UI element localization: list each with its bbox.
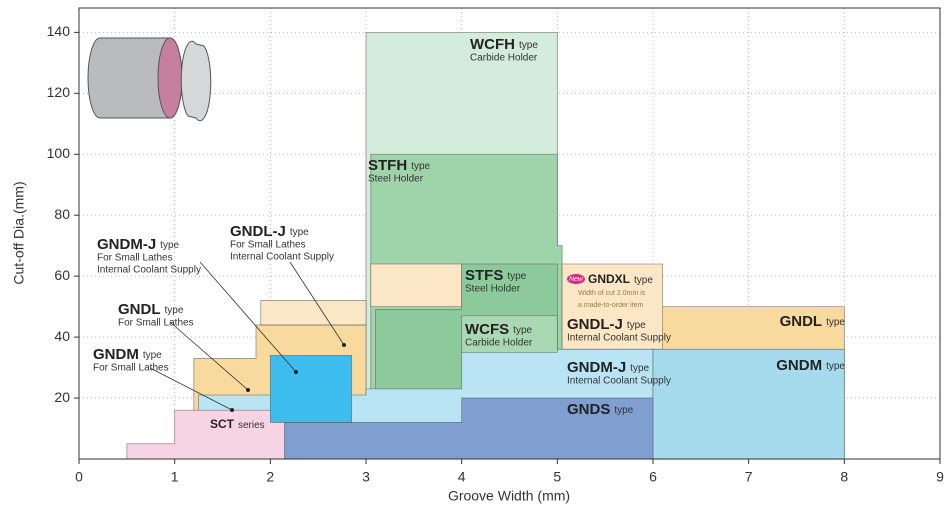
- cutoff-icon: [87, 37, 212, 122]
- label-note: Carbide Holder: [465, 338, 533, 349]
- x-tick-label: 4: [458, 469, 466, 485]
- leader-dot: [294, 370, 298, 374]
- y-tick-label: 80: [54, 206, 70, 222]
- leader-line: [199, 261, 297, 373]
- label-name: GNDL: [780, 313, 823, 330]
- region-label: SCT series: [210, 417, 265, 431]
- label-note: a made-to-order item: [578, 302, 644, 309]
- label-name: GNDM: [776, 357, 822, 374]
- label-name: SCT: [210, 417, 235, 431]
- label-suffix: type: [513, 325, 532, 336]
- leader-line: [149, 367, 233, 411]
- label-suffix: type: [634, 275, 653, 286]
- label-note: For Small Lathes: [118, 318, 194, 329]
- x-tick-label: 2: [266, 469, 274, 485]
- label-name: WCFH: [470, 36, 515, 53]
- label-note: Carbide Holder: [470, 53, 538, 64]
- label-note: For Small Lathes: [97, 253, 173, 264]
- label-note: Steel Holder: [368, 174, 424, 185]
- label-suffix: type: [826, 317, 845, 328]
- label-name: GNDL-J: [567, 316, 623, 333]
- new-badge-text: New: [569, 276, 584, 283]
- x-tick-label: 0: [75, 469, 83, 485]
- region-label: GNDL type: [118, 301, 184, 318]
- y-tick-label: 100: [47, 145, 71, 161]
- leader-dot: [230, 408, 234, 412]
- label-suffix: type: [507, 271, 526, 282]
- region-label: WCFH type: [470, 36, 538, 53]
- y-tick-label: 120: [47, 84, 71, 100]
- leader-line: [289, 261, 345, 346]
- plot-area: [78, 8, 941, 460]
- label-name: GNDM-J: [567, 359, 626, 376]
- x-tick-label: 5: [553, 469, 561, 485]
- label-note: Width of cut 2.0mm is: [578, 290, 646, 297]
- label-suffix: type: [826, 361, 845, 372]
- region-label: GNDL-J type: [567, 316, 646, 333]
- label-suffix: type: [160, 240, 179, 251]
- label-name: GNDM-J: [97, 236, 156, 253]
- label-suffix: series: [238, 420, 265, 431]
- region-label: WCFS type: [465, 321, 533, 338]
- leader-line: [169, 321, 249, 391]
- axes-frame: [78, 7, 941, 460]
- label-name: STFS: [465, 267, 503, 284]
- label-note: Internal Coolant Supply: [567, 376, 671, 387]
- label-name: GNDS: [567, 401, 610, 418]
- y-axis-label: Cut-off Dia.(mm): [11, 181, 27, 284]
- x-tick-label: 1: [171, 469, 179, 485]
- label-name: WCFS: [465, 321, 509, 338]
- label-suffix: type: [290, 227, 309, 238]
- label-suffix: type: [627, 320, 646, 331]
- label-note: For Small Lathes: [230, 240, 306, 251]
- label-note: Internal Coolant Supply: [97, 265, 201, 276]
- x-tick-label: 6: [649, 469, 657, 485]
- region-label: GNDS type: [567, 401, 634, 418]
- leader-dot: [246, 388, 250, 392]
- label-suffix: type: [143, 350, 162, 361]
- region-label: GNDL type: [780, 313, 846, 330]
- label-name: GNDL-J: [230, 223, 286, 240]
- y-tick-label: 60: [54, 267, 70, 283]
- label-note: Internal Coolant Supply: [567, 333, 671, 344]
- region-label: GNDL-J type: [230, 223, 309, 240]
- label-name: GNDXL: [588, 272, 630, 286]
- label-name: GNDM: [93, 346, 139, 363]
- y-tick-label: 20: [54, 389, 70, 405]
- label-note: Internal Coolant Supply: [230, 252, 334, 263]
- x-tick-label: 9: [936, 469, 944, 485]
- x-tick-label: 7: [745, 469, 753, 485]
- leader-dot: [342, 343, 346, 347]
- x-axis-label: Groove Width (mm): [448, 488, 570, 504]
- y-tick-label: 40: [54, 328, 70, 344]
- label-name: GNDL: [118, 301, 161, 318]
- region: [370, 263, 463, 308]
- region-label: GNDM-J type: [97, 236, 180, 253]
- region: [260, 300, 367, 326]
- region-label: STFH type: [368, 157, 431, 174]
- x-tick-label: 8: [840, 469, 848, 485]
- region-label: GNDM-J type: [567, 359, 650, 376]
- label-suffix: type: [614, 405, 633, 416]
- region-label: GNDM type: [776, 357, 845, 374]
- label-suffix: type: [411, 161, 430, 172]
- region: [461, 315, 558, 353]
- y-tick-label: 140: [47, 23, 71, 39]
- region-label: GNDM type: [93, 346, 162, 363]
- label-suffix: type: [165, 305, 184, 316]
- label-suffix: type: [630, 363, 649, 374]
- new-badge: [567, 274, 585, 284]
- label-name: STFH: [368, 157, 407, 174]
- region: [269, 354, 353, 423]
- label-note: For Small Lathes: [93, 363, 169, 374]
- region-label: GNDXL type: [588, 272, 653, 286]
- label-note: Steel Holder: [465, 284, 521, 295]
- x-tick-label: 3: [362, 469, 370, 485]
- label-suffix: type: [519, 40, 538, 51]
- region-label: STFS type: [465, 267, 527, 284]
